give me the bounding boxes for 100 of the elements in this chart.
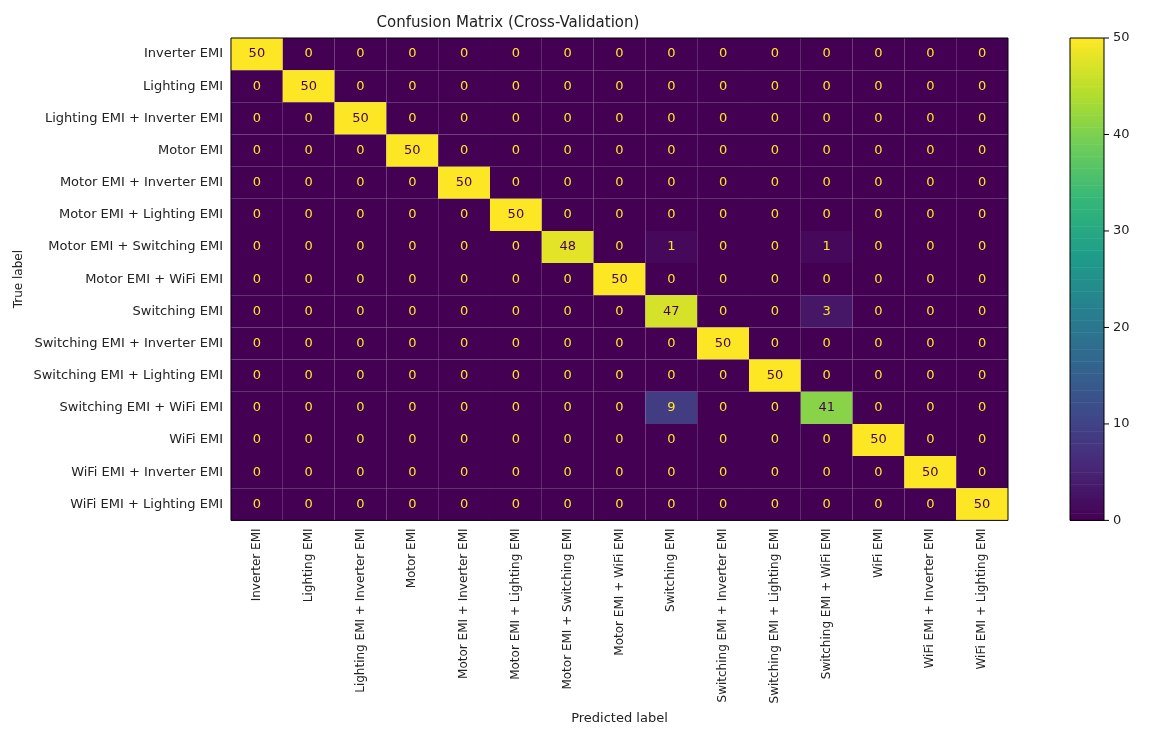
x-tick-label: Switching EMI + WiFi EMI [818, 528, 833, 680]
data-label: 0 [822, 174, 831, 190]
data-label: 0 [356, 495, 365, 511]
data-label: 0 [615, 174, 624, 190]
x-tick-label: WiFi EMI + Inverter EMI [922, 528, 937, 669]
data-label: 9 [667, 399, 676, 415]
data-label: 0 [408, 302, 417, 318]
data-label: 0 [511, 399, 521, 415]
data-label: 0 [563, 77, 572, 93]
y-tick-label: WiFi EMI [169, 431, 223, 447]
data-label: 41 [818, 399, 835, 415]
data-label: 0 [511, 495, 521, 511]
data-label: 0 [718, 238, 728, 254]
data-label: 0 [718, 77, 728, 93]
color-bar-label: 0 [1113, 511, 1122, 527]
chart-title: Confusion Matrix (Cross-Validation) [376, 12, 640, 31]
data-label: 0 [511, 174, 521, 190]
data-label: 0 [304, 45, 313, 61]
data-label: 50 [922, 463, 939, 479]
data-label: 0 [977, 302, 987, 318]
data-label: 0 [770, 399, 780, 415]
data-label: 0 [977, 174, 987, 190]
data-label: 0 [926, 141, 935, 157]
data-label: 0 [874, 495, 883, 511]
y-tick-label: Motor EMI + Switching EMI [48, 238, 223, 254]
data-label: 47 [663, 302, 680, 318]
data-label: 0 [874, 141, 883, 157]
data-label: 0 [926, 270, 935, 286]
data-label: 0 [615, 334, 624, 350]
data-label: 50 [766, 367, 784, 383]
data-label: 0 [926, 367, 935, 383]
color-bar-label: 40 [1113, 125, 1130, 141]
data-label: 0 [304, 109, 313, 125]
data-label: 0 [563, 463, 572, 479]
x-tick-label: Switching EMI [663, 528, 678, 612]
data-label: 0 [304, 141, 313, 157]
y-tick-label: Lighting EMI + Inverter EMI [44, 109, 223, 125]
data-label: 0 [822, 270, 831, 286]
data-label: 0 [718, 399, 728, 415]
data-label: 0 [770, 495, 780, 511]
data-label: 0 [615, 45, 624, 61]
data-label: 0 [822, 206, 831, 222]
data-label: 0 [304, 367, 313, 383]
data-label: 0 [926, 45, 935, 61]
data-label: 0 [822, 334, 831, 350]
data-label: 0 [977, 463, 987, 479]
data-label: 0 [408, 495, 417, 511]
data-label: 0 [926, 399, 935, 415]
data-label: 0 [977, 367, 987, 383]
data-label: 0 [252, 367, 262, 383]
data-label: 0 [718, 206, 728, 222]
data-label: 0 [304, 238, 313, 254]
x-tick-label: WiFi EMI [870, 528, 885, 578]
data-label: 50 [714, 334, 732, 350]
data-label: 0 [252, 495, 262, 511]
y-tick-label: Motor EMI + Lighting EMI [58, 206, 223, 222]
y-tick-label: Motor EMI [158, 141, 223, 157]
data-label: 0 [252, 431, 262, 447]
data-label: 0 [718, 174, 728, 190]
data-label: 0 [459, 109, 469, 125]
y-tick-label: Switching EMI [132, 302, 223, 318]
data-label: 0 [459, 399, 469, 415]
data-label: 0 [252, 141, 262, 157]
data-label: 0 [667, 367, 676, 383]
data-label: 48 [559, 238, 576, 254]
data-label: 0 [252, 334, 262, 350]
y-tick-label: Switching EMI + Lighting EMI [33, 367, 223, 383]
data-label: 0 [667, 334, 676, 350]
data-label: 0 [615, 302, 624, 318]
data-label: 0 [563, 334, 572, 350]
data-label: 0 [874, 463, 883, 479]
color-bar-label: 20 [1113, 318, 1130, 334]
data-label: 0 [511, 463, 521, 479]
data-label: 0 [770, 141, 780, 157]
data-label: 0 [252, 399, 262, 415]
data-label: 0 [459, 463, 469, 479]
color-bar-label: 30 [1113, 222, 1130, 238]
data-label: 0 [615, 463, 624, 479]
x-tick-label: Motor EMI + Inverter EMI [456, 528, 471, 679]
color-bar-label: 10 [1113, 415, 1130, 431]
data-label: 0 [770, 302, 780, 318]
x-tick-label: WiFi EMI + Lighting EMI [974, 528, 989, 670]
data-label: 0 [304, 495, 313, 511]
color-bar-label: 50 [1113, 29, 1130, 45]
data-label: 0 [459, 270, 469, 286]
data-label: 0 [252, 109, 262, 125]
data-label: 0 [304, 399, 313, 415]
data-label: 0 [615, 399, 624, 415]
data-label: 0 [770, 77, 780, 93]
x-tick-label: Motor EMI + Lighting EMI [508, 528, 523, 680]
data-label: 0 [874, 206, 883, 222]
data-label: 0 [977, 45, 987, 61]
x-tick-label: Motor EMI + Switching EMI [559, 528, 574, 690]
data-label: 0 [252, 174, 262, 190]
data-label: 0 [304, 302, 313, 318]
data-label: 0 [770, 270, 780, 286]
data-label: 0 [926, 334, 935, 350]
y-axis-title: True label [11, 250, 26, 310]
data-label: 0 [511, 431, 521, 447]
data-label: 0 [822, 77, 831, 93]
